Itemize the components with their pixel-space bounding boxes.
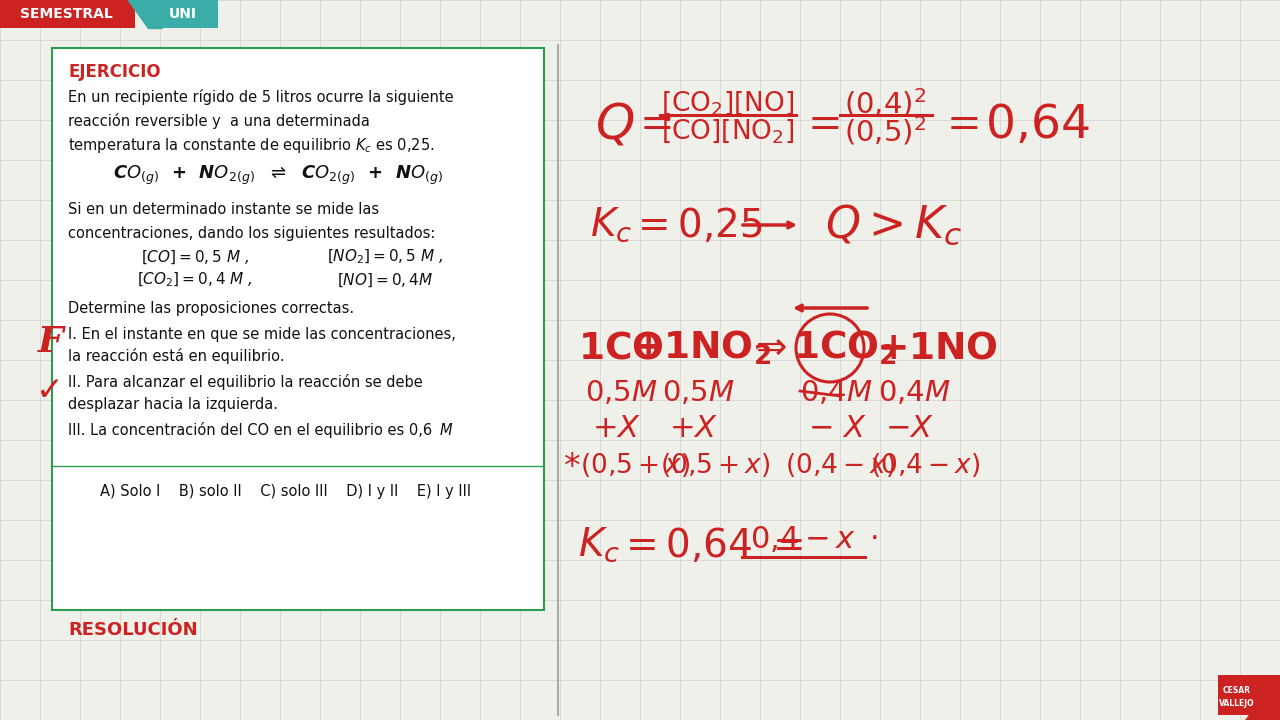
Text: A) Solo I    B) solo II    C) solo III    D) I y II    E) I y III: A) Solo I B) solo II C) solo III D) I y … [100,484,471,498]
Text: SEMESTRAL: SEMESTRAL [19,7,113,21]
Text: $0{,}4M$: $0{,}4M$ [800,379,873,407]
FancyBboxPatch shape [1219,675,1280,715]
Text: $\Rightarrow$: $\Rightarrow$ [748,330,787,366]
Text: $K_c$: $K_c$ [590,206,632,244]
Text: Si en un determinado instante se mide las: Si en un determinado instante se mide la… [68,202,379,217]
Text: $+X$: $+X$ [669,413,718,444]
Text: $\mathbf{+1NO_2}$: $\mathbf{+1NO_2}$ [632,329,771,367]
Text: $\boldsymbol{CO_{(g)}}$  +  $\boldsymbol{NO_{2(g)}}$  $\rightleftharpoons$  $\bo: $\boldsymbol{CO_{(g)}}$ + $\boldsymbol{N… [113,163,443,186]
Text: =: = [808,104,842,146]
Text: $[CO] = 0,5\ M$ ,: $[CO] = 0,5\ M$ , [141,248,250,266]
Text: II. Para alcanzar el equilibrio la reacción se debe: II. Para alcanzar el equilibrio la reacc… [68,374,422,390]
Text: $Q$: $Q$ [595,100,635,150]
Text: $0{,}64$: $0{,}64$ [986,102,1089,148]
Polygon shape [128,0,163,28]
Text: $0{,}4M$: $0{,}4M$ [878,379,951,407]
Text: $[\mathrm{CO_2}][\mathrm{NO}]$: $[\mathrm{CO_2}][\mathrm{NO}]$ [662,89,795,117]
Text: $+X$: $+X$ [591,413,641,444]
Text: $\mathbf{1CO_2}$: $\mathbf{1CO_2}$ [794,329,897,367]
Text: $(0{,}4)^2$: $(0{,}4)^2$ [844,86,927,120]
Text: concentraciones, dando los siguientes resultados:: concentraciones, dando los siguientes re… [68,225,435,240]
Text: ✓: ✓ [36,374,64,407]
Text: $(0{,}5+x)$: $(0{,}5+x)$ [580,451,690,479]
Text: F: F [38,325,64,359]
Text: $[CO_2] = 0,4\ M$ ,: $[CO_2] = 0,4\ M$ , [137,271,253,289]
Text: $*$: $*$ [563,449,581,482]
Text: $[NO_2] = 0,5\ M$ ,: $[NO_2] = 0,5\ M$ , [326,248,443,266]
Text: $0{,}5M$: $0{,}5M$ [662,379,735,407]
Text: III. La concentración del CO en el equilibrio es 0,6: III. La concentración del CO en el equil… [68,422,436,438]
Text: $0{,}4-x\ \cdot$: $0{,}4-x\ \cdot$ [750,524,878,556]
Text: I. En el instante en que se mide las concentraciones,: I. En el instante en que se mide las con… [68,326,456,341]
Text: $\mathbf{1CO}$: $\mathbf{1CO}$ [579,330,663,366]
Text: EJERCICIO: EJERCICIO [68,63,160,81]
Text: En un recipiente rígido de 5 litros ocurre la siguiente: En un recipiente rígido de 5 litros ocur… [68,89,453,105]
Text: CESAR
VALLEJO: CESAR VALLEJO [1219,686,1254,708]
Text: $(0{,}4-x)$: $(0{,}4-x)$ [785,451,895,479]
Text: Determine las proposiciones correctas.: Determine las proposiciones correctas. [68,300,355,315]
Text: $(0{,}4-x)$: $(0{,}4-x)$ [870,451,980,479]
Text: $0{,}5M$: $0{,}5M$ [585,379,658,407]
Text: $(0{,}5+x)$: $(0{,}5+x)$ [660,451,771,479]
Text: $K_c$: $K_c$ [579,526,620,564]
Text: reacción reversible y  a una determinada: reacción reversible y a una determinada [68,113,370,129]
Text: RESOLUCIÓN: RESOLUCIÓN [68,621,197,639]
FancyBboxPatch shape [0,0,134,28]
Text: UNI: UNI [169,7,197,21]
Text: $= 0{,}64\ =$: $= 0{,}64\ =$ [618,526,803,564]
FancyBboxPatch shape [148,0,218,28]
Text: temperatura la constante de equilibrio $K_c$ es 0,25.: temperatura la constante de equilibrio $… [68,135,435,155]
Text: $(0{,}5)^2$: $(0{,}5)^2$ [844,114,927,148]
Text: $= 0{,}25$: $= 0{,}25$ [630,205,763,245]
Text: $-\ X$: $-\ X$ [808,413,867,444]
Text: desplazar hacia la izquierda.: desplazar hacia la izquierda. [68,397,278,412]
Text: =: = [640,104,675,146]
Polygon shape [1245,675,1280,720]
Text: $[NO] = 0,4M$: $[NO] = 0,4M$ [337,271,433,289]
Text: $Q > K_c$: $Q > K_c$ [826,203,963,247]
FancyBboxPatch shape [52,48,544,610]
Text: $-X$: $-X$ [884,413,934,444]
Text: $\mathbf{+1NO}$: $\mathbf{+1NO}$ [877,330,998,366]
Text: =: = [947,104,982,146]
Text: $[\mathrm{CO}][\mathrm{NO_2}]$: $[\mathrm{CO}][\mathrm{NO_2}]$ [662,117,795,145]
Text: M: M [440,423,453,438]
Text: la reacción está en equilibrio.: la reacción está en equilibrio. [68,348,284,364]
